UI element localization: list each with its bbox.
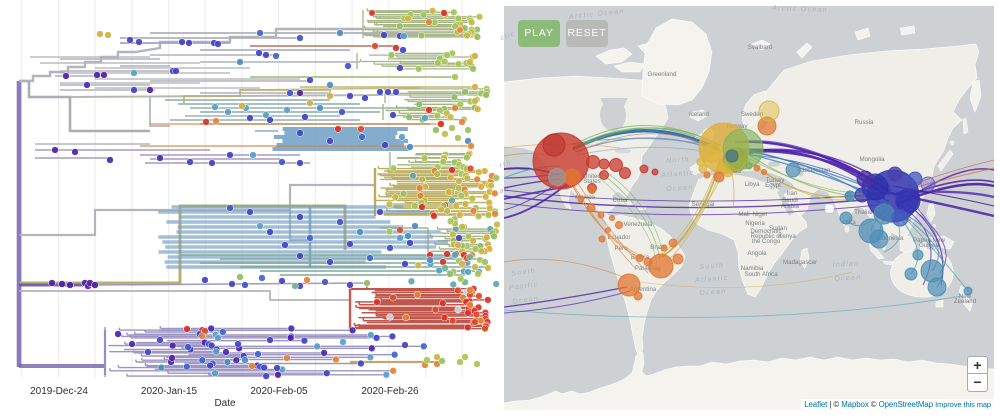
svg-text:Indian: Indian — [832, 260, 859, 268]
svg-text:Madagascar: Madagascar — [783, 259, 817, 266]
svg-text:Ocean: Ocean — [699, 288, 727, 297]
svg-text:an: an — [499, 186, 511, 195]
svg-text:Russia: Russia — [855, 119, 874, 126]
svg-text:Niger: Niger — [753, 211, 768, 218]
svg-text:Namibia: Namibia — [741, 265, 764, 272]
svg-text:United: United — [583, 173, 601, 180]
svg-text:Saudi: Saudi — [782, 197, 798, 204]
svg-text:Ocean: Ocean — [512, 295, 540, 306]
svg-text:Ocean: Ocean — [834, 274, 861, 282]
svg-text:the Congo: the Congo — [752, 238, 781, 245]
svg-text:Angola: Angola — [747, 250, 767, 257]
svg-text:Cuba: Cuba — [613, 197, 628, 204]
svg-text:Pacific: Pacific — [509, 281, 539, 292]
svg-text:Ecuador: Ecuador — [607, 234, 630, 241]
svg-text:Sweden: Sweden — [741, 111, 764, 118]
svg-text:Nigeria: Nigeria — [745, 220, 765, 227]
svg-text:Atlantic: Atlantic — [660, 170, 695, 179]
svg-text:Atlantic: Atlantic — [694, 275, 729, 284]
svg-text:Venezuela: Venezuela — [624, 221, 653, 228]
svg-text:Svalbard: Svalbard — [748, 44, 773, 51]
svg-text:Republic of: Republic of — [751, 233, 782, 240]
svg-text:South: South — [699, 262, 724, 271]
svg-text:Guinea: Guinea — [919, 242, 940, 249]
svg-text:Argentina: Argentina — [630, 286, 657, 293]
svg-text:Sudan: Sudan — [769, 225, 787, 232]
svg-text:Iceland: Iceland — [689, 111, 710, 118]
svg-text:Mongolia: Mongolia — [859, 156, 885, 163]
svg-text:Mali: Mali — [738, 211, 749, 218]
svg-text:South: South — [511, 267, 537, 277]
svg-text:Ocean: Ocean — [666, 184, 694, 193]
svg-text:New: New — [959, 293, 972, 300]
svg-text:Kenya: Kenya — [778, 233, 796, 240]
svg-text:Egypt: Egypt — [765, 182, 781, 189]
svg-text:Greenland: Greenland — [648, 71, 677, 78]
svg-text:Libya: Libya — [745, 181, 760, 188]
svg-text:Brazil: Brazil — [650, 244, 665, 251]
svg-text:North: North — [666, 156, 690, 165]
svg-text:Thailand: Thailand — [854, 209, 878, 216]
svg-text:States: States — [583, 178, 601, 185]
svg-text:rth: rth — [499, 160, 512, 170]
svg-text:Arabia: Arabia — [781, 203, 799, 210]
svg-text:Peru: Peru — [614, 245, 628, 252]
svg-text:Indonesia: Indonesia — [877, 235, 904, 242]
svg-text:Arctic Ocean: Arctic Ocean — [771, 5, 828, 14]
svg-text:South Africa: South Africa — [744, 271, 778, 278]
svg-text:Turkey: Turkey — [766, 177, 786, 184]
svg-text:Iran: Iran — [787, 190, 798, 197]
svg-text:Democratic: Democratic — [750, 228, 781, 235]
svg-text:Zealand: Zealand — [954, 298, 977, 305]
svg-text:Paraguay: Paraguay — [635, 265, 662, 272]
